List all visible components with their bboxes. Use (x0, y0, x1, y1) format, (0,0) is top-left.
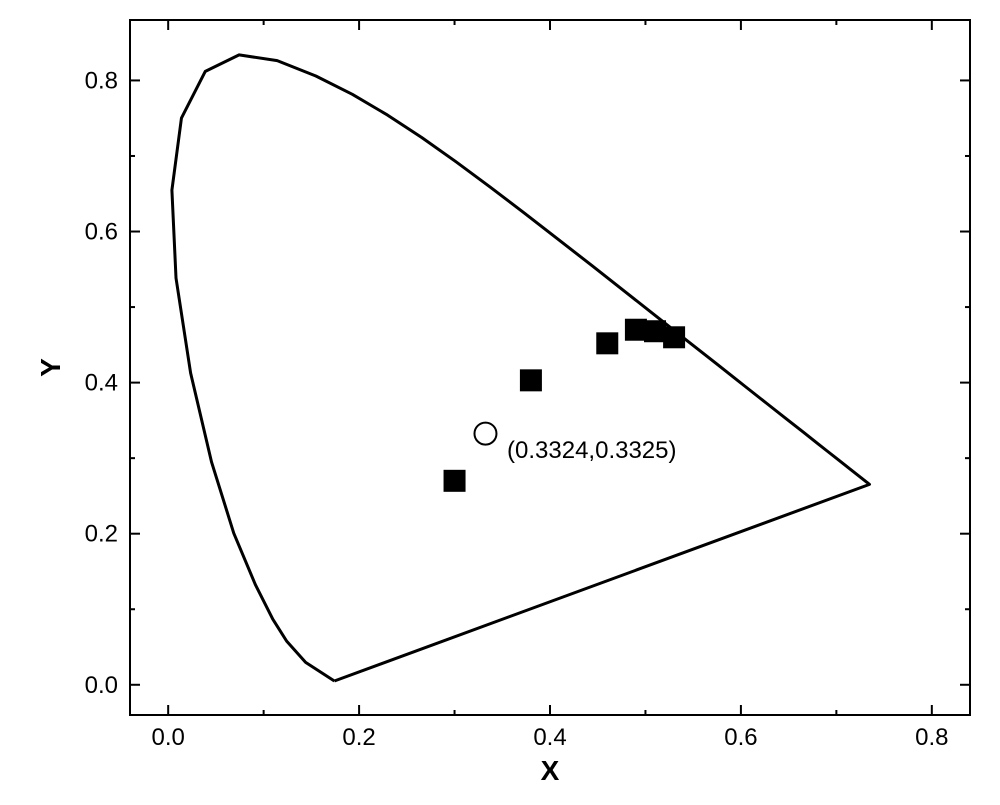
plot-frame (130, 20, 970, 715)
data-point-square (663, 326, 685, 348)
white-point (474, 423, 496, 445)
ytick-label: 0.2 (85, 521, 118, 548)
data-point-square (625, 319, 647, 341)
annotation-label: (0.3324,0.3325) (507, 437, 676, 464)
data-point-square (644, 320, 666, 342)
ytick-label: 0.4 (85, 370, 118, 397)
ytick-label: 0.0 (85, 672, 118, 699)
chart-container: 0.0 0.2 0.4 0.6 0.8 0.0 0.2 0.4 0.6 0.8 X Y (0.3324,… (0, 0, 1000, 805)
xtick-label: 0.4 (533, 724, 566, 751)
xtick-label: 0.6 (724, 724, 757, 751)
y-axis-label: Y (35, 358, 66, 377)
xtick-label: 0.8 (915, 724, 948, 751)
x-axis-label: X (541, 755, 560, 786)
data-point-square (520, 369, 542, 391)
spectral-locus (172, 55, 870, 681)
data-point-square (596, 332, 618, 354)
chart-svg: 0.0 0.2 0.4 0.6 0.8 0.0 0.2 0.4 0.6 0.8 X Y (0.3324,… (0, 0, 1000, 805)
data-point-square (444, 470, 466, 492)
xtick-label: 0.0 (151, 724, 184, 751)
xtick-label: 0.2 (342, 724, 375, 751)
ytick-label: 0.8 (85, 67, 118, 94)
ytick-label: 0.6 (85, 219, 118, 246)
